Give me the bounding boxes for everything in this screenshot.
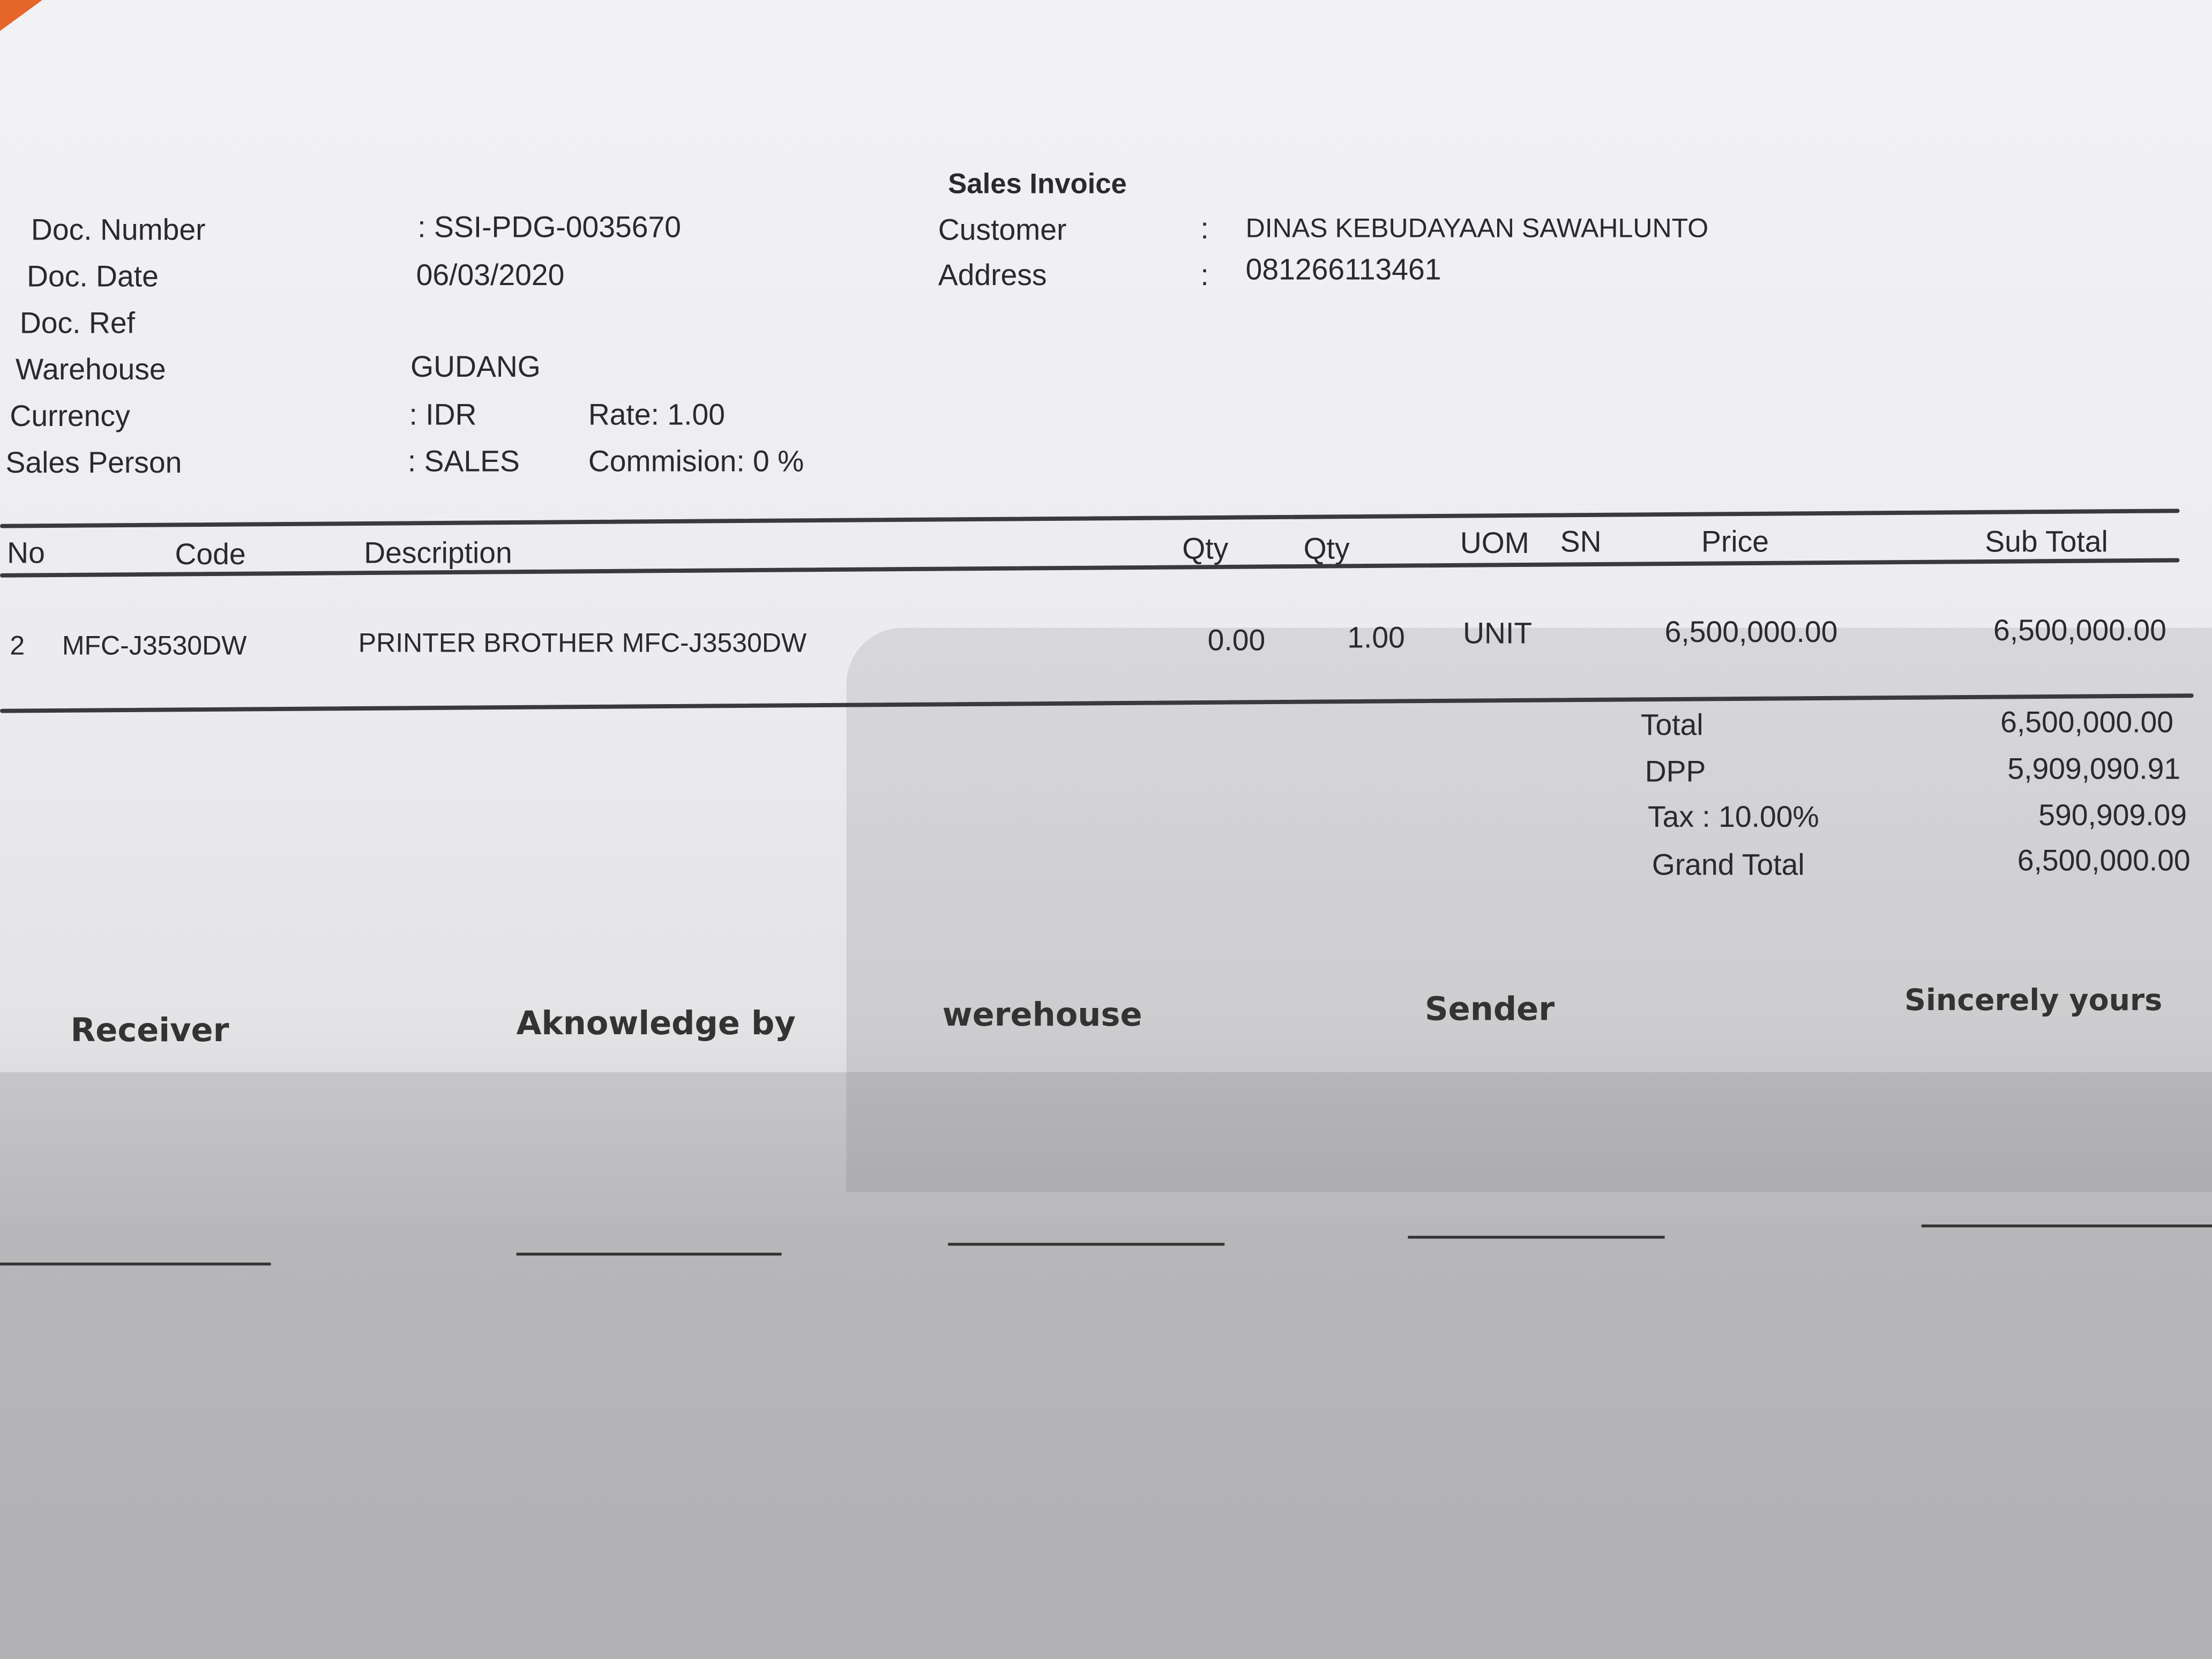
doc-number-label: Doc. Number — [31, 214, 206, 247]
customer-value: DINAS KEBUDAYAAN SAWAHLUNTO — [1245, 214, 1709, 244]
signature-line — [948, 1243, 1225, 1246]
address-label: Address — [938, 259, 1047, 292]
col-qty: Qty — [1182, 533, 1229, 566]
total-label: Total — [1640, 709, 1703, 742]
signature-warehouse: werehouse — [942, 997, 1142, 1034]
cell-price: 6,500,000.00 — [1664, 616, 1838, 649]
col-no: No — [7, 537, 45, 570]
col-subtotal: Sub Total — [1985, 526, 2108, 559]
address-sep: : — [1200, 259, 1209, 292]
col-code: Code — [175, 539, 246, 572]
warehouse-value: GUDANG — [410, 351, 541, 384]
warehouse-label: Warehouse — [15, 354, 166, 387]
doc-number-value: : SSI-PDG-0035670 — [417, 211, 681, 244]
cell-qty2: 1.00 — [1347, 622, 1405, 655]
customer-label: Customer — [938, 214, 1067, 247]
cell-qty1: 0.00 — [1207, 625, 1266, 657]
col-price: Price — [1701, 526, 1769, 559]
sales-person-label: Sales Person — [5, 447, 182, 480]
signature-acknowledge: Aknowledge by — [516, 1006, 796, 1043]
grand-total-label: Grand Total — [1651, 849, 1805, 882]
doc-date-value: 06/03/2020 — [416, 259, 565, 292]
currency-label: Currency — [10, 400, 130, 434]
table-header-rule — [0, 558, 2180, 578]
col-sn: SN — [1560, 526, 1602, 559]
signature-line — [516, 1252, 782, 1256]
signature-receiver: Receiver — [70, 1013, 229, 1050]
sales-person-value: : SALES — [407, 445, 520, 479]
doc-date-label: Doc. Date — [27, 261, 159, 294]
customer-sep: : — [1200, 213, 1209, 246]
shadow — [0, 1072, 2212, 1659]
document-title: Sales Invoice — [948, 169, 1127, 200]
signature-line — [1408, 1236, 1665, 1239]
commission-value: Commision: 0 % — [588, 445, 804, 479]
col-description: Description — [364, 537, 512, 570]
rate-value: Rate: 1.00 — [588, 399, 725, 432]
doc-ref-label: Doc. Ref — [19, 307, 135, 340]
shadow — [846, 627, 2212, 1192]
tax-value: 590,909.09 — [2038, 799, 2187, 833]
signature-sender: Sender — [1425, 991, 1555, 1029]
cell-code: MFC-J3530DW — [62, 632, 247, 662]
cell-uom: UNIT — [1463, 618, 1533, 651]
orange-corner — [0, 0, 42, 31]
address-value: 081266113461 — [1245, 253, 1441, 287]
col-uom: UOM — [1460, 527, 1529, 561]
signature-line — [1921, 1224, 2212, 1228]
table-top-rule — [0, 509, 2180, 528]
tax-label: Tax : 10.00% — [1647, 801, 1819, 834]
cell-description: PRINTER BROTHER MFC-J3530DW — [358, 629, 807, 659]
cell-no: 2 — [10, 632, 25, 662]
dpp-label: DPP — [1645, 756, 1706, 789]
signature-sincerely: Sincerely yours — [1904, 983, 2163, 1018]
grand-total-value: 6,500,000.00 — [2017, 845, 2191, 878]
col-qty: Qty — [1303, 533, 1350, 566]
signature-line — [0, 1262, 271, 1266]
dpp-value: 5,909,090.91 — [2007, 753, 2181, 786]
currency-value: : IDR — [409, 399, 477, 432]
cell-subtotal: 6,500,000.00 — [1993, 615, 2166, 648]
total-value: 6,500,000.00 — [2000, 706, 2174, 739]
